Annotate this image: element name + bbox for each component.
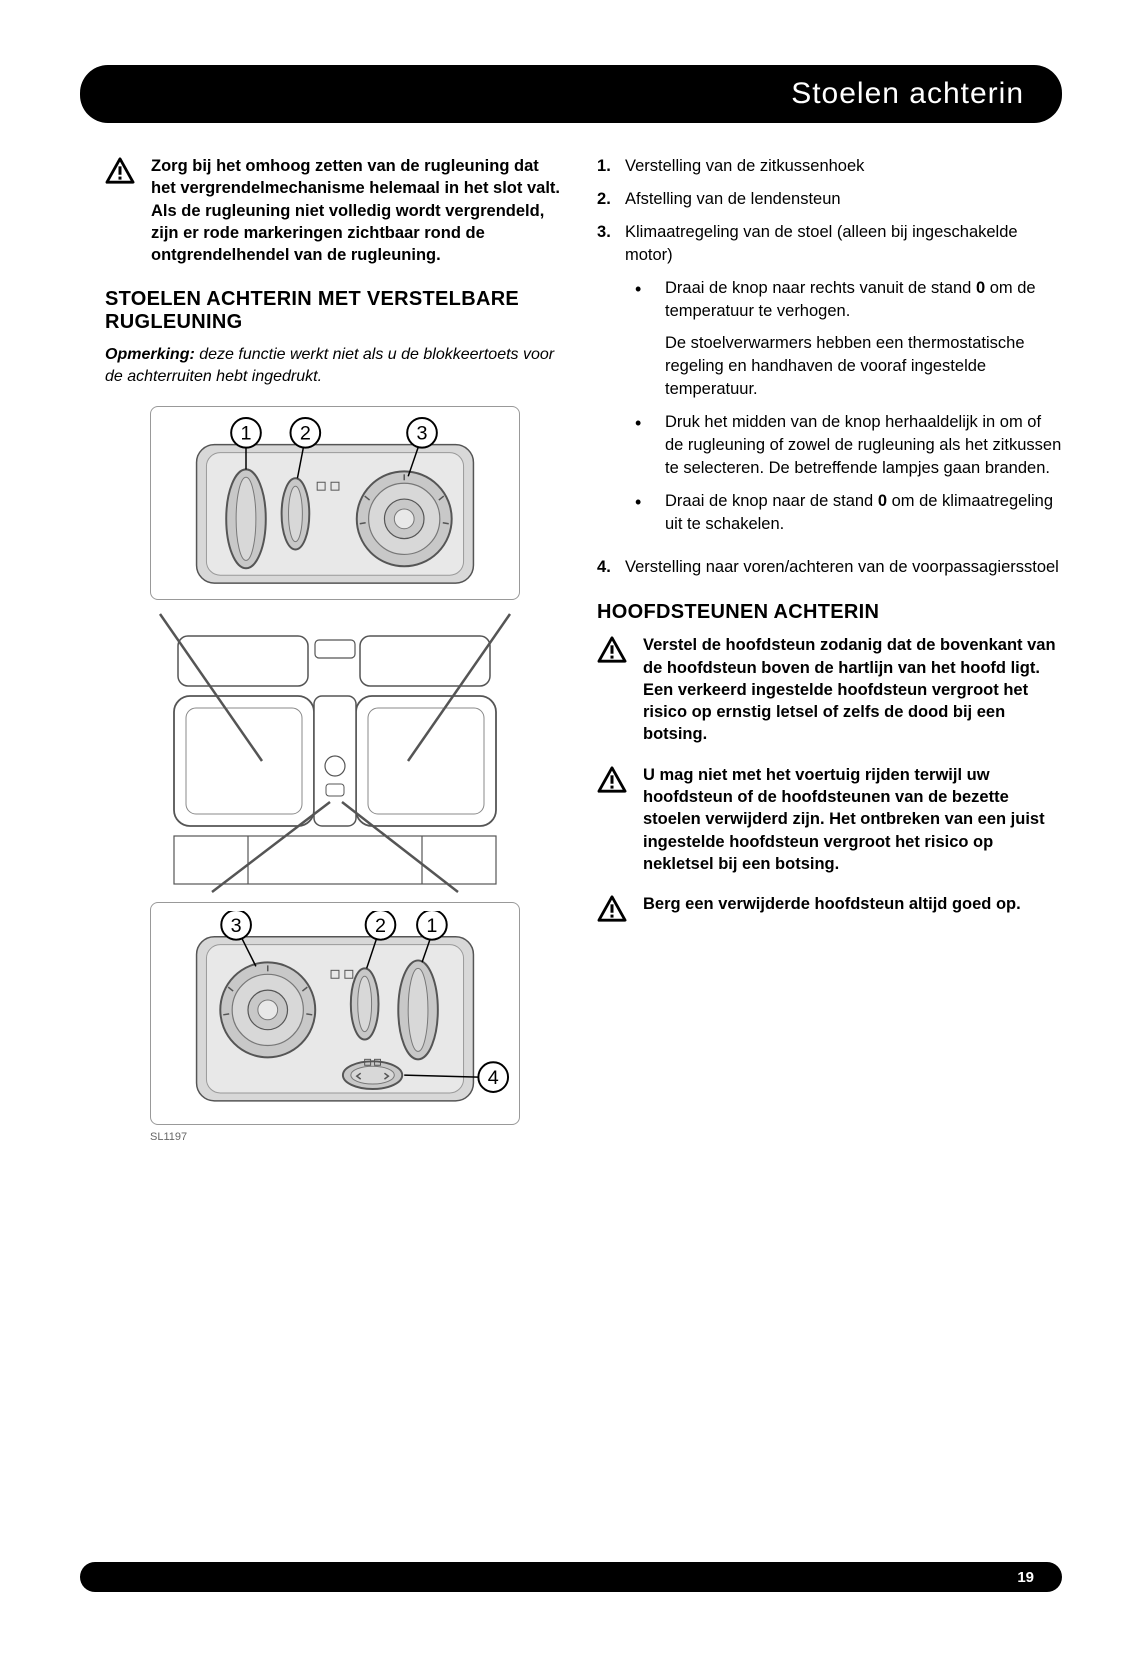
diagram-panel-middle [150,606,520,896]
warning-triangle-icon [597,893,629,928]
list-item: Klimaatregeling van de stoel (alleen bij… [597,221,1062,546]
bullet-item: Druk het midden van de knop herhaaldelij… [625,411,1062,480]
list-item: Afstelling van de lendensteun [597,188,1062,211]
diagram-panel-bottom: 3 2 1 4 [150,902,520,1126]
content-area: Zorg bij het omhoog zetten van de rugleu… [105,155,1062,1143]
note-label: Opmerking: [105,346,195,363]
note-paragraph: Opmerking: deze functie werkt niet als u… [105,344,565,387]
callout-3b: 3 [231,914,242,936]
list-item-text: Verstelling van de zitkussenhoek [625,155,1062,178]
callout-1b: 1 [426,914,437,936]
list-item-text: Afstelling van de lendensteun [625,188,1062,211]
warning-text-1: Zorg bij het omhoog zetten van de rugleu… [151,155,565,266]
warning-triangle-icon [105,155,137,266]
bullet-text: Druk het midden van de knop herhaaldelij… [665,411,1062,480]
warning-text-3: U mag niet met het voertuig rijden terwi… [643,764,1062,875]
bullet-body: Draai de knop naar rechts vanuit de stan… [665,277,1062,400]
list-item-body: Klimaatregeling van de stoel (alleen bij… [625,221,1062,546]
numbered-list: Verstelling van de zitkussenhoek Afstell… [597,155,1062,579]
bullet-item: Draai de knop naar rechts vanuit de stan… [625,277,1062,400]
warning-triangle-icon [597,764,629,875]
callout-4: 4 [488,1067,499,1089]
bullet-body: Draai de knop naar de stand 0 om de klim… [665,490,1062,536]
list-item: Verstelling van de zitkussenhoek [597,155,1062,178]
section-heading-2: HOOFDSTEUNEN ACHTERIN [597,601,1062,624]
warning-block-4: Berg een verwijderde hoofdsteun altijd g… [597,893,1062,928]
bold-zero: 0 [878,492,887,510]
diagram-container: 1 2 3 [150,406,520,1144]
page-title: Stoelen achterin [791,77,1024,111]
bullet-item: Draai de knop naar de stand 0 om de klim… [625,490,1062,536]
bold-zero: 0 [976,279,985,297]
bullet-text-a: Draai de knop naar de stand [665,492,878,510]
left-column: Zorg bij het omhoog zetten van de rugleu… [105,155,565,1143]
callout-2b: 2 [375,914,386,936]
warning-text-4: Berg een verwijderde hoofdsteun altijd g… [643,893,1062,928]
list-item: Verstelling naar voren/achteren van de v… [597,556,1062,579]
section-heading-1: STOELEN ACHTERIN MET VERSTELBARE RUGLEUN… [105,288,565,334]
callout-1: 1 [241,422,252,444]
right-column: Verstelling van de zitkussenhoek Afstell… [597,155,1062,1143]
list-item-text: Verstelling naar voren/achteren van de v… [625,556,1062,579]
bullet-text-a: Draai de knop naar rechts vanuit de stan… [665,279,976,297]
callout-2: 2 [300,422,311,444]
warning-block-1: Zorg bij het omhoog zetten van de rugleu… [105,155,565,266]
warning-triangle-icon [597,634,629,745]
bullet-sub-paragraph: De stoelverwarmers hebben een thermostat… [665,332,1062,401]
page-number: 19 [1017,1569,1034,1586]
list-item-text: Klimaatregeling van de stoel (alleen bij… [625,223,1018,264]
bullet-list: Draai de knop naar rechts vanuit de stan… [625,277,1062,536]
warning-block-2: Verstel de hoofdsteun zodanig dat de bov… [597,634,1062,745]
footer-bar: 19 [80,1562,1062,1592]
diagram-reference: SL1197 [150,1131,520,1143]
diagram-panel-top: 1 2 3 [150,406,520,600]
callout-3: 3 [417,422,428,444]
warning-block-3: U mag niet met het voertuig rijden terwi… [597,764,1062,875]
header-bar: Stoelen achterin [80,65,1062,123]
warning-text-2: Verstel de hoofdsteun zodanig dat de bov… [643,634,1062,745]
